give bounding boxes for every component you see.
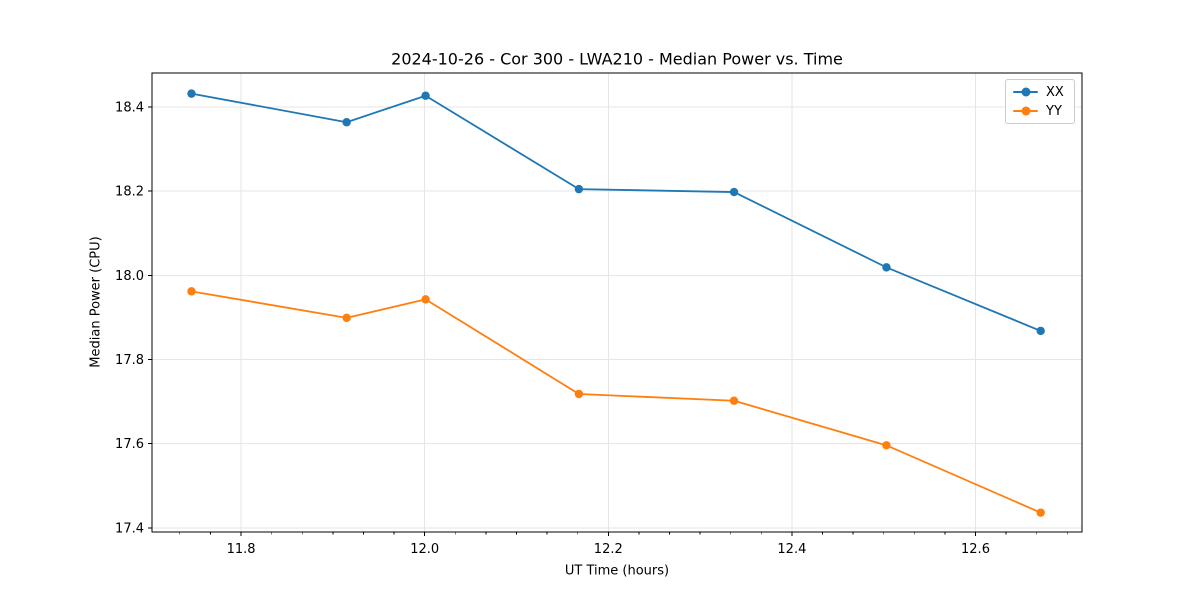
y-tick-label-18.2: 18.2 xyxy=(115,185,144,200)
series-line-YY xyxy=(190,290,1042,514)
data-point-XX-3 xyxy=(574,184,584,194)
data-point-YY-2 xyxy=(421,295,430,304)
y-tick-label-18.0: 18.0 xyxy=(115,269,144,284)
data-point-YY-5 xyxy=(882,441,891,450)
x-tick-label-12.6: 12.6 xyxy=(961,542,990,557)
data-point-XX-2 xyxy=(421,91,430,100)
y-tick-label-18.4: 18.4 xyxy=(115,101,144,116)
data-point-XX-6 xyxy=(1036,326,1045,336)
data-point-XX-4 xyxy=(729,187,739,197)
y-tick-label-17.8: 17.8 xyxy=(115,353,144,368)
data-point-XX-0 xyxy=(187,89,196,98)
x-tick-label-12.0: 12.0 xyxy=(410,542,439,557)
legend-entry-yy: YY xyxy=(1013,104,1066,118)
legend-line-marker-icon xyxy=(1013,87,1038,97)
legend-entry-xx: XX xyxy=(1013,85,1066,99)
plot-border xyxy=(151,72,1083,533)
data-point-XX-1 xyxy=(342,118,351,127)
legend-line-marker-icon xyxy=(1013,106,1038,116)
series-line-XX xyxy=(190,92,1042,332)
data-point-YY-6 xyxy=(1036,508,1045,517)
y-tick-label-17.4: 17.4 xyxy=(115,521,144,536)
data-point-YY-4 xyxy=(729,396,739,405)
x-tick-label-12.4: 12.4 xyxy=(777,542,806,557)
data-point-YY-1 xyxy=(342,313,351,323)
legend-label-yy: YY xyxy=(1046,103,1062,119)
data-point-XX-5 xyxy=(882,263,891,272)
data-point-YY-3 xyxy=(574,389,584,399)
data-point-YY-0 xyxy=(187,287,196,296)
x-tick-label-12.2: 12.2 xyxy=(594,542,623,557)
x-axis-label: UT Time (hours) xyxy=(564,563,670,579)
legend-marker-dot xyxy=(1021,106,1030,116)
chart-title: 2024-10-26 - Cor 300 - LWA210 - Median P… xyxy=(391,49,843,69)
legend-marker-dot xyxy=(1021,87,1030,97)
legend: XX YY xyxy=(1005,79,1075,124)
y-tick-label-17.6: 17.6 xyxy=(115,437,144,452)
x-tick-label-11.8: 11.8 xyxy=(227,542,256,557)
legend-label-xx: XX xyxy=(1046,84,1064,100)
